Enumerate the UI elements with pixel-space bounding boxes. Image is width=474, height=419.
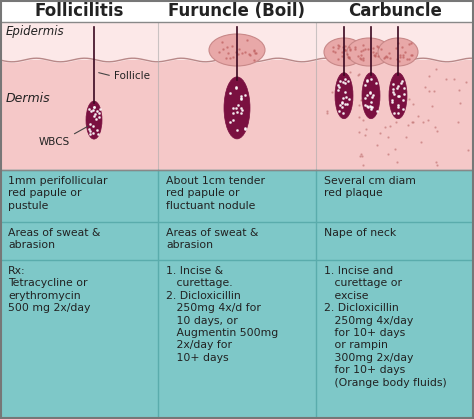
Text: Furuncle (Boil): Furuncle (Boil) xyxy=(168,2,306,20)
Ellipse shape xyxy=(224,77,250,139)
Text: 1. Incise and
   curettage or
   excise
2. Dicloxicillin
   250mg 4x/day
   for : 1. Incise and curettage or excise 2. Dic… xyxy=(324,266,447,388)
FancyBboxPatch shape xyxy=(0,22,474,60)
Ellipse shape xyxy=(389,73,407,119)
Text: 1. Incise &
   curettage.
2. Dicloxicillin
   250mg 4x/d for
   10 days, or
   A: 1. Incise & curettage. 2. Dicloxicillin … xyxy=(166,266,278,363)
Text: WBCS: WBCS xyxy=(39,137,70,147)
Text: Dermis: Dermis xyxy=(6,91,51,104)
Text: Areas of sweat &
abrasion: Areas of sweat & abrasion xyxy=(166,228,258,251)
Text: 1mm perifollicular
red papule or
pustule: 1mm perifollicular red papule or pustule xyxy=(8,176,108,211)
Ellipse shape xyxy=(378,38,418,66)
Text: Several cm diam
red plaque: Several cm diam red plaque xyxy=(324,176,416,199)
FancyBboxPatch shape xyxy=(0,22,474,170)
Text: Areas of sweat &
abrasion: Areas of sweat & abrasion xyxy=(8,228,100,251)
Ellipse shape xyxy=(209,34,265,66)
Ellipse shape xyxy=(362,73,380,119)
Text: About 1cm tender
red papule or
fluctuant nodule: About 1cm tender red papule or fluctuant… xyxy=(166,176,265,211)
Text: Follicle: Follicle xyxy=(114,71,150,81)
Text: Carbuncle: Carbuncle xyxy=(348,2,442,20)
Ellipse shape xyxy=(86,101,102,139)
Text: Rx:
Tetracycline or
erythromycin
500 mg 2x/day: Rx: Tetracycline or erythromycin 500 mg … xyxy=(8,266,91,313)
Ellipse shape xyxy=(324,38,364,66)
Text: Nape of neck: Nape of neck xyxy=(324,228,396,238)
FancyBboxPatch shape xyxy=(0,170,474,419)
Text: Epidermis: Epidermis xyxy=(6,26,64,39)
Ellipse shape xyxy=(347,38,391,66)
Text: Follicilitis: Follicilitis xyxy=(34,2,124,20)
Ellipse shape xyxy=(335,73,353,119)
FancyBboxPatch shape xyxy=(0,0,474,22)
